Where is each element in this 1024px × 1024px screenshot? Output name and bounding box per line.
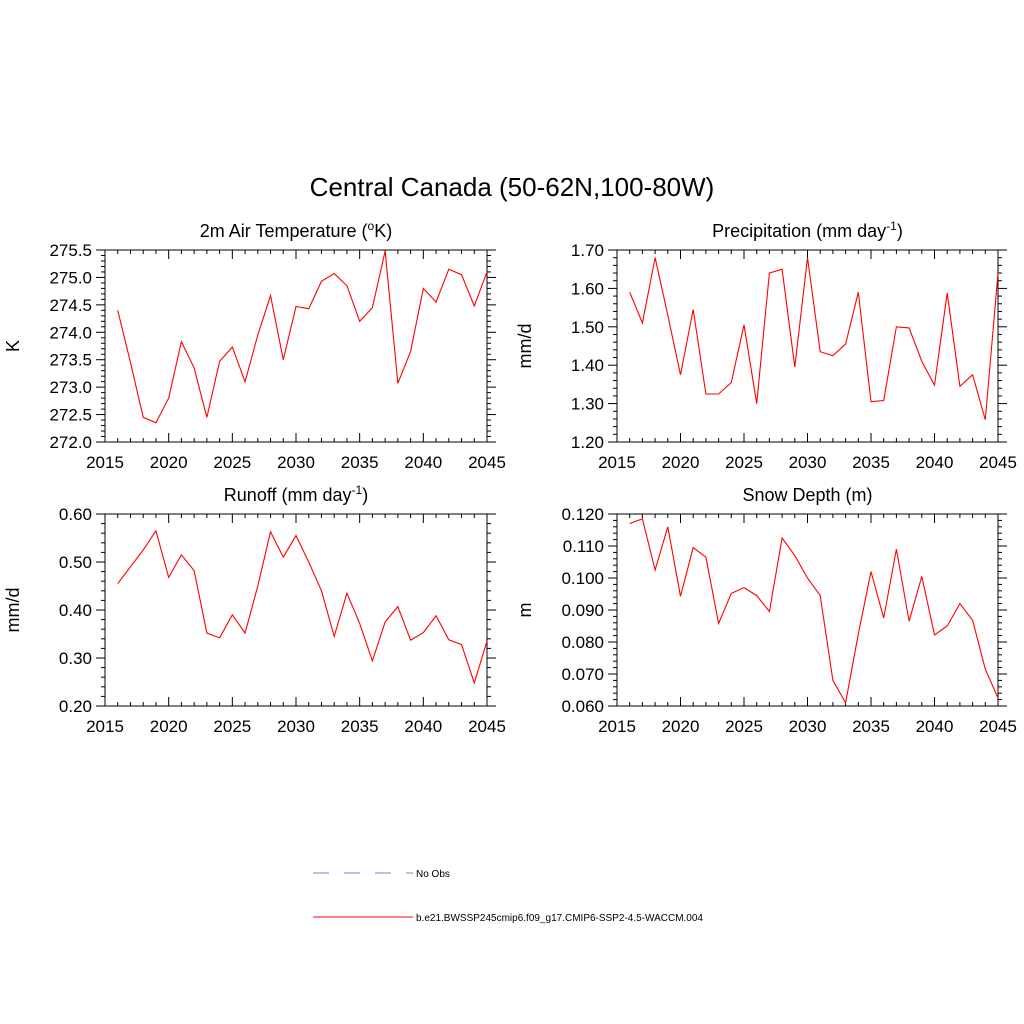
precipitation-series-line [629,257,999,420]
snow-depth-panel-title-text: Snow Depth (m) [742,485,872,505]
temperature-x-tick-label: 2015 [86,453,124,472]
figure-title: Central Canada (50-62N,100-80W) [310,172,715,202]
snow-depth-x-tick-label: 2040 [916,717,954,736]
runoff-panel-title-text: Runoff (mm day [224,485,352,505]
snow-depth-y-tick-label: 0.120 [561,505,604,524]
runoff-y-axis-label: mm/d [3,588,23,633]
precipitation-x-tick-label: 2015 [598,453,636,472]
runoff-x-tick-label: 2035 [341,717,379,736]
precipitation-x-tick-label: 2030 [789,453,827,472]
runoff-plot-frame [104,513,488,707]
panel-temperature: 2015 2020 2025 2030 2035 2040 2045 272.0 272.5 27… [3,219,506,472]
panel-runoff: 2015 2020 2025 2030 2035 2040 2045 0.20 0.30 0.40… [3,483,506,736]
temperature-x-tick-label: 2030 [277,453,315,472]
temperature-x-tick-label: 2020 [150,453,188,472]
snow-depth-y-tick-label: 0.070 [561,665,604,684]
runoff-y-tick-label: 0.20 [59,697,92,716]
snow-depth-x-tick-label: 2035 [852,717,890,736]
legend-no-obs-label: No Obs [416,869,450,880]
precipitation-y-tick-label: 1.30 [571,395,604,414]
precipitation-y-tick-label: 1.40 [571,356,604,375]
precipitation-panel-title-superscript: -1 [886,219,897,233]
temperature-y-tick-label: 275.0 [49,268,92,287]
runoff-y-tick-label: 0.50 [59,553,92,572]
precipitation-y-tick-label: 1.60 [571,279,604,298]
temperature-y-axis-label: K [3,340,23,352]
precipitation-y-tick-label: 1.70 [571,241,604,260]
temperature-x-tick-label: 2035 [341,453,379,472]
runoff-series-line [117,529,488,685]
snow-depth-x-tick-label: 2020 [662,717,700,736]
precipitation-x-tick-label: 2035 [852,453,890,472]
precipitation-panel-title-suffix: ) [897,221,903,241]
snow-depth-y-tick-label: 0.100 [561,569,604,588]
snow-depth-x-tick-label: 2025 [725,717,763,736]
runoff-y-tick-label: 0.30 [59,649,92,668]
snow-depth-x-tick-label: 2015 [598,717,636,736]
snow-depth-y-tick-label: 0.110 [563,537,604,556]
snow-depth-plot-frame [616,513,999,707]
runoff-x-tick-label: 2025 [213,717,251,736]
temperature-y-tick-label: 272.5 [49,406,92,425]
panel-precipitation: 2015 2020 2025 2030 2035 2040 2045 1.20 1.30 1.40… [515,219,1017,472]
legend-model-label: b.e21.BWSSP245cmip6.f09_g17.CMIP6-SSP2-4… [416,913,703,924]
precipitation-x-tick-label: 2040 [916,453,954,472]
runoff-x-tick-label: 2020 [150,717,188,736]
precipitation-x-tick-label: 2020 [662,453,700,472]
precipitation-panel-title: Precipitation (mm day-1) [712,219,903,241]
precipitation-y-tick-label: 1.20 [571,433,604,452]
temperature-series-line [117,250,488,424]
snow-depth-y-tick-label: 0.090 [561,601,604,620]
temperature-y-tick-label: 274.0 [49,323,92,342]
runoff-x-tick-label: 2040 [404,717,442,736]
temperature-x-tick-label: 2025 [213,453,251,472]
snow-depth-series-line [629,518,999,705]
temperature-x-tick-label: 2040 [404,453,442,472]
temperature-y-tick-label: 274.5 [49,296,92,315]
temperature-y-tick-label: 272.0 [49,433,92,452]
snow-depth-x-tick-label: 2045 [979,717,1017,736]
temperature-y-tick-label: 273.0 [49,378,92,397]
runoff-y-tick-label: 0.40 [59,601,92,620]
precipitation-panel-title-text: Precipitation (mm day [712,221,886,241]
temperature-x-tick-label: 2045 [468,453,506,472]
temperature-plot-frame [104,249,488,443]
runoff-y-tick-label: 0.60 [59,505,92,524]
snow-depth-panel-title: Snow Depth (m) [742,485,872,505]
snow-depth-y-axis-label: m [515,603,535,618]
precipitation-x-tick-label: 2025 [725,453,763,472]
temperature-y-tick-label: 275.5 [49,241,92,260]
temperature-panel-title: 2m Air Temperature (oK) [200,219,392,241]
panel-snow-depth: 2015 2020 2025 2030 2035 2040 2045 0.060 0.070 0.… [515,485,1017,736]
runoff-x-tick-label: 2015 [86,717,124,736]
runoff-x-tick-label: 2030 [277,717,315,736]
runoff-panel-title: Runoff (mm day-1) [224,483,368,505]
temperature-panel-title-suffix: K) [374,221,392,241]
runoff-x-tick-label: 2045 [468,717,506,736]
precipitation-y-tick-label: 1.50 [571,318,604,337]
precipitation-x-tick-label: 2045 [979,453,1017,472]
temperature-y-tick-label: 273.5 [49,351,92,370]
precipitation-y-axis-label: mm/d [515,324,535,369]
snow-depth-y-tick-label: 0.060 [561,697,604,716]
snow-depth-y-tick-label: 0.080 [561,633,604,652]
temperature-panel-title-text: 2m Air Temperature ( [200,221,368,241]
runoff-panel-title-suffix: ) [362,485,368,505]
runoff-panel-title-superscript: -1 [352,483,363,497]
legend: No Obs b.e21.BWSSP245cmip6.f09_g17.CMIP6… [313,869,703,924]
temperature-panel-title-superscript: o [368,219,375,233]
snow-depth-x-tick-label: 2030 [789,717,827,736]
